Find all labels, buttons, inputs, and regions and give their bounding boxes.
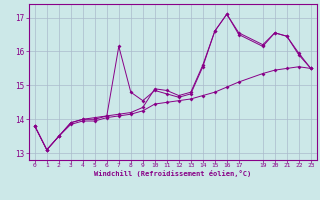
- X-axis label: Windchill (Refroidissement éolien,°C): Windchill (Refroidissement éolien,°C): [94, 170, 252, 177]
